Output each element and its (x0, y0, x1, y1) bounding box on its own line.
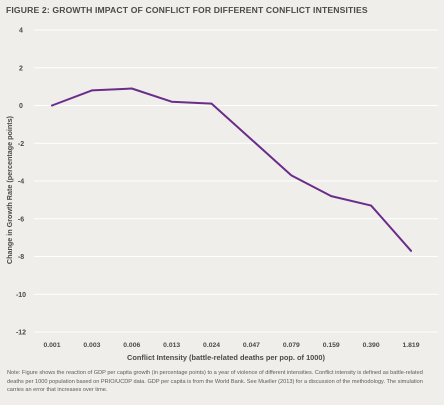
data-point-4 (210, 102, 213, 105)
y-tick-label: 4 (19, 28, 23, 35)
data-point-2 (130, 87, 133, 90)
data-point-5 (250, 138, 253, 141)
y-tick-label: -6 (18, 216, 24, 223)
x-tick-labels: 0.001 0.003 0.006 0.013 0.024 0.047 0.079 0.159… (43, 342, 419, 349)
y-tick-label: -8 (18, 254, 24, 261)
series-line (51, 87, 412, 252)
x-tick-label: 0.013 (163, 342, 180, 349)
grid-lines (34, 29, 438, 333)
y-axis-label: Change in Growth Rate (percentage points… (5, 115, 14, 264)
y-tick-label: 0 (19, 103, 23, 110)
data-point-1 (90, 89, 93, 92)
data-point-6 (290, 174, 293, 177)
y-tick-label: -12 (16, 330, 26, 337)
figure-title: FIGURE 2: GROWTH IMPACT OF CONFLICT FOR … (6, 5, 368, 15)
data-points (51, 87, 412, 252)
data-point-7 (330, 195, 333, 198)
y-tick-label: -4 (18, 179, 24, 186)
data-point-3 (170, 100, 173, 103)
y-tick-label: 2 (19, 65, 23, 72)
x-tick-label: 0.079 (283, 342, 300, 349)
x-tick-label: 1.819 (402, 342, 419, 349)
x-tick-label: 0.047 (243, 342, 260, 349)
y-tick-label: -2 (18, 141, 24, 148)
y-tick-label: -10 (16, 292, 26, 299)
y-tick-labels: 4 2 0 -2 -4 -6 -8 -10 -12 (16, 28, 26, 337)
x-tick-label: 0.006 (123, 342, 140, 349)
data-point-9 (410, 249, 412, 252)
x-tick-label: 0.001 (43, 342, 60, 349)
x-tick-label: 0.390 (363, 342, 380, 349)
x-tick-label: 0.159 (323, 342, 340, 349)
figure-note: Note: Figure shows the reaction of GDP p… (7, 370, 423, 394)
data-point-8 (370, 204, 373, 207)
x-tick-label: 0.003 (83, 342, 100, 349)
x-axis-label: Conflict Intensity (battle-related death… (127, 353, 325, 362)
data-point-0 (51, 104, 53, 107)
x-tick-label: 0.024 (203, 342, 220, 349)
